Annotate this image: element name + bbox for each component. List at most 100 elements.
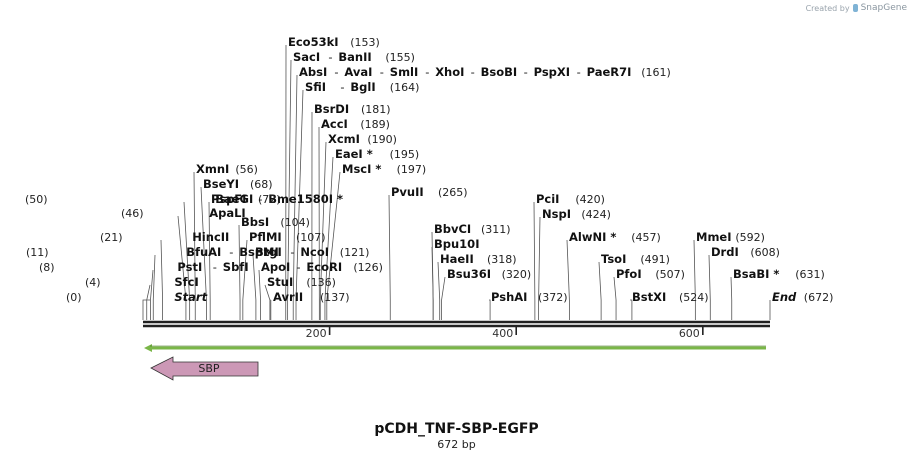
enzyme-name[interactable]: AlwNI * xyxy=(569,230,616,244)
enzyme-name[interactable]: MscI * xyxy=(342,162,381,176)
enzyme-name[interactable]: BanII xyxy=(338,50,371,64)
site-bsabi-label[interactable]: BsaBI * (631) xyxy=(733,267,825,281)
enzyme-name[interactable]: BspMI xyxy=(239,245,279,259)
enzyme-name[interactable]: PaeR7I xyxy=(587,65,632,79)
enzyme-name[interactable]: PciI xyxy=(536,192,559,206)
enzyme-name[interactable]: MmeI xyxy=(696,230,732,244)
enzyme-name[interactable]: SbfI xyxy=(223,260,249,274)
site-msci-label[interactable]: MscI * (197) xyxy=(342,162,426,176)
enzyme-name[interactable]: SfiI xyxy=(305,80,326,94)
site-position: (189) xyxy=(360,118,390,131)
site-avrii-label[interactable]: AvrII (137) xyxy=(273,290,350,304)
enzyme-name[interactable]: SacI xyxy=(293,50,320,64)
site-position: (672) xyxy=(804,291,834,304)
site-bbvci-label[interactable]: BbvCI (311) xyxy=(434,222,511,236)
enzyme-name[interactable]: End xyxy=(772,290,797,304)
site-nspi-label[interactable]: NspI (424) xyxy=(542,207,611,221)
site-pflmi-label[interactable]: PflMI (107) xyxy=(249,230,326,244)
site-absi-label[interactable]: AbsI - AvaI - SmlI - XhoI - BsoBI - PspXI - PaeR7I (1… xyxy=(299,65,671,79)
enzyme-name[interactable]: BfuAI xyxy=(186,245,221,259)
enzyme-name[interactable]: BbvCI xyxy=(434,222,471,236)
site-pspfi-label[interactable]: PspFI (72) xyxy=(211,192,281,206)
enzyme-name[interactable]: BsaBI * xyxy=(733,267,779,281)
site-acci-label[interactable]: AccI (189) xyxy=(321,117,390,131)
enzyme-name[interactable]: NspI xyxy=(542,207,571,221)
site-bstxi-label[interactable]: BstXI (524) xyxy=(632,290,709,304)
enzyme-name[interactable]: Bpu10I xyxy=(434,237,479,251)
sbp-feature-arrow[interactable] xyxy=(150,356,259,381)
site-tsoi-label[interactable]: TsoI (491) xyxy=(601,252,670,266)
site-start-label[interactable]: Start (0) xyxy=(66,290,208,304)
site-bfuai-label[interactable]: BfuAI - BspMI (11) xyxy=(26,245,279,259)
enzyme-name[interactable]: BstXI xyxy=(632,290,666,304)
site-saci-label[interactable]: SacI - BanII (155) xyxy=(293,50,415,64)
site-bpu10i-label[interactable]: Bpu10I xyxy=(434,237,479,251)
site-bbsi-leader xyxy=(238,224,241,320)
site-xcmi-label[interactable]: XcmI (190) xyxy=(328,132,397,146)
enzyme-name[interactable]: HincII xyxy=(192,230,229,244)
enzyme-name[interactable]: PfoI xyxy=(616,267,642,281)
enzyme-name[interactable]: HaeII xyxy=(440,252,474,266)
enzyme-name[interactable]: EcoRI xyxy=(306,260,342,274)
enzyme-name[interactable]: PstI xyxy=(177,260,202,274)
site-xmni-label[interactable]: XmnI (56) xyxy=(196,162,258,176)
site-psti-label[interactable]: PstI - SbfI (8) xyxy=(39,260,249,274)
enzyme-name[interactable]: EaeI * xyxy=(335,147,373,161)
enzyme-name[interactable]: PflMI xyxy=(249,230,282,244)
enzyme-name[interactable]: BsoBI xyxy=(481,65,518,79)
site-position: (507) xyxy=(655,268,685,281)
site-alwni-label[interactable]: AlwNI * (457) xyxy=(569,230,661,244)
enzyme-name[interactable]: Start xyxy=(174,290,207,304)
site-sfci-label[interactable]: SfcI (4) xyxy=(85,275,199,289)
enzyme-name[interactable]: XmnI xyxy=(196,162,229,176)
enzyme-name[interactable]: XhoI xyxy=(435,65,464,79)
enzyme-name[interactable]: PvuII xyxy=(391,185,424,199)
site-mmei-label[interactable]: MmeI (592) xyxy=(696,230,765,244)
enzyme-name[interactable]: NcoI xyxy=(300,245,329,259)
enzyme-name[interactable]: AccI xyxy=(321,117,348,131)
enzyme-name[interactable]: BglI xyxy=(350,80,375,94)
enzyme-name[interactable]: BaeGI xyxy=(215,192,253,206)
site-bbsi-label[interactable]: BbsI (104) xyxy=(241,215,310,229)
enzyme-name[interactable]: DrdI xyxy=(711,245,739,259)
enzyme-name[interactable]: PspXI xyxy=(534,65,570,79)
site-apoi-label[interactable]: ApoI - EcoRI (126) xyxy=(261,260,383,274)
site-drdi-label[interactable]: DrdI (608) xyxy=(711,245,780,259)
site-baegi-label[interactable]: BaeGI - Bme1580I * (50) xyxy=(25,192,343,206)
site-bseyi-label[interactable]: BseYI (68) xyxy=(203,177,273,191)
site-pcii-label[interactable]: PciI (420) xyxy=(536,192,605,206)
site-stui-label[interactable]: StuI (136) xyxy=(267,275,336,289)
site-end-label[interactable]: End (672) xyxy=(772,290,833,304)
site-sfii-label[interactable]: SfiI - BglI (164) xyxy=(305,80,419,94)
enzyme-name[interactable]: Bsu36I xyxy=(447,267,491,281)
enzyme-name[interactable]: SfcI xyxy=(174,275,198,289)
enzyme-name[interactable]: SmlI xyxy=(390,65,419,79)
enzyme-name[interactable]: BbsI xyxy=(241,215,269,229)
enzyme-name[interactable]: TsoI xyxy=(601,252,626,266)
site-btgi-label[interactable]: BtgI - NcoI (121) xyxy=(255,245,369,259)
enzyme-name[interactable]: XcmI xyxy=(328,132,360,146)
enzyme-name[interactable]: AvrII xyxy=(273,290,303,304)
enzyme-name[interactable]: ApoI xyxy=(261,260,290,274)
enzyme-name[interactable]: Eco53kI xyxy=(288,35,339,49)
enzyme-name[interactable]: Bme1580I * xyxy=(268,192,343,206)
enzyme-name[interactable]: BseYI xyxy=(203,177,239,191)
site-hincii-label[interactable]: HincII (21) xyxy=(100,230,229,244)
enzyme-name[interactable]: AbsI xyxy=(299,65,327,79)
site-eaei-label[interactable]: EaeI * (195) xyxy=(335,147,419,161)
site-bsrdi-label[interactable]: BsrDI (181) xyxy=(314,102,391,116)
site-bsu36i-label[interactable]: Bsu36I (320) xyxy=(447,267,531,281)
enzyme-name[interactable]: AvaI xyxy=(344,65,372,79)
site-haeii-label[interactable]: HaeII (318) xyxy=(440,252,517,266)
enzyme-name[interactable]: PshAI xyxy=(491,290,527,304)
enzyme-name[interactable]: PspFI xyxy=(211,192,246,206)
site-pvuii-label[interactable]: PvuII (265) xyxy=(391,185,468,199)
enzyme-name[interactable]: ApaLI xyxy=(209,206,246,220)
enzyme-name[interactable]: BsrDI xyxy=(314,102,349,116)
site-pfoi-label[interactable]: PfoI (507) xyxy=(616,267,685,281)
enzyme-name[interactable]: StuI xyxy=(267,275,293,289)
site-pshai-label[interactable]: PshAI (372) xyxy=(491,290,568,304)
site-eco53ki-label[interactable]: Eco53kI (153) xyxy=(288,35,380,49)
site-apali-label[interactable]: ApaLI (46) xyxy=(121,206,246,220)
enzyme-name[interactable]: BtgI xyxy=(255,245,282,259)
